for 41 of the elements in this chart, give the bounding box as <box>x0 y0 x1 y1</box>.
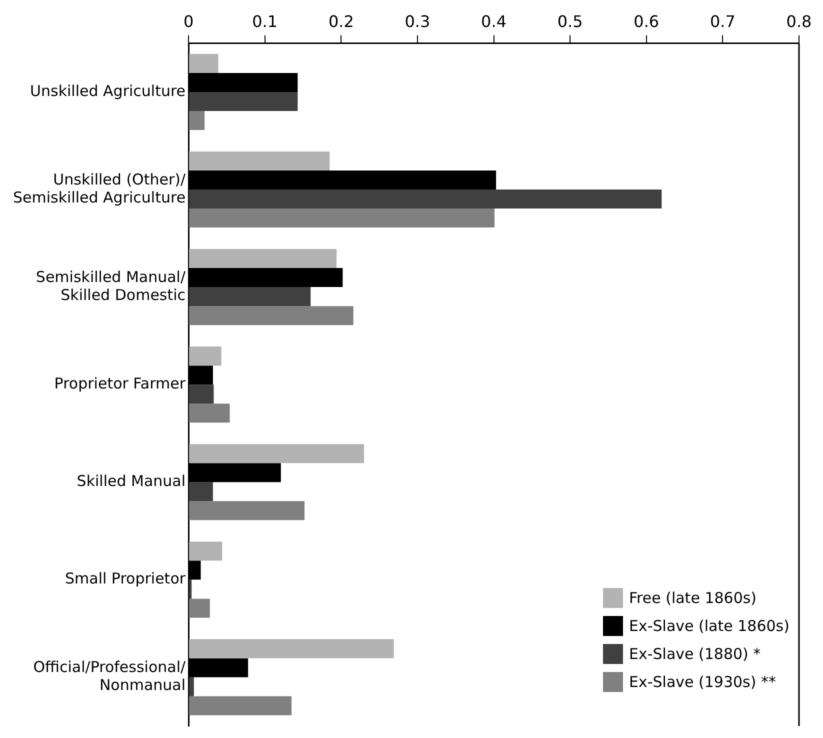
x-tick-label: 0 <box>183 12 194 31</box>
bar <box>189 444 364 464</box>
bar <box>189 190 662 209</box>
x-tick-label: 0.5 <box>557 12 583 31</box>
x-tick-label: 0.1 <box>252 12 278 31</box>
bar <box>189 677 194 696</box>
legend-label: Free (late 1860s) <box>629 588 757 609</box>
bar <box>189 110 205 130</box>
y-tick-label: Skilled Manual <box>76 472 186 490</box>
bar <box>189 151 330 170</box>
bar <box>189 598 210 618</box>
bar <box>189 306 354 326</box>
x-tick-label: 0.8 <box>786 12 812 31</box>
bar <box>189 580 192 599</box>
bar <box>189 696 292 716</box>
y-tick-label: Official/Professional/ Nonmanual <box>33 658 186 694</box>
bar <box>189 54 218 73</box>
x-tick-label: 0.7 <box>710 12 736 31</box>
y-tick-label: Small Proprietor <box>64 570 186 588</box>
y-tick-label: Proprietor Farmer <box>54 374 186 392</box>
x-tick-label: 0.2 <box>328 12 354 31</box>
bar <box>189 542 222 561</box>
bar <box>189 346 222 366</box>
bar <box>189 639 394 658</box>
bar <box>189 249 337 268</box>
bar <box>189 482 213 502</box>
bar <box>189 92 298 111</box>
x-tick-label: 0.4 <box>481 12 506 31</box>
bar <box>189 501 305 520</box>
x-tick-label: 0.3 <box>404 12 430 31</box>
y-tick-label: Unskilled (Other)/ Semiskilled Agriculture <box>12 170 186 206</box>
legend-label: Ex-Slave (1930s) ** <box>629 672 776 693</box>
legend-label: Ex-Slave (late 1860s) <box>629 616 790 637</box>
x-tick-label: 0.6 <box>634 12 660 31</box>
legend-label: Ex-Slave (1880) * <box>629 644 761 665</box>
y-tick-label: Semiskilled Manual/ Skilled Domestic <box>36 268 186 304</box>
bar <box>189 287 311 306</box>
bar <box>189 208 495 228</box>
bar <box>189 384 214 404</box>
y-tick-label: Unskilled Agriculture <box>30 82 186 100</box>
bar <box>189 404 230 423</box>
